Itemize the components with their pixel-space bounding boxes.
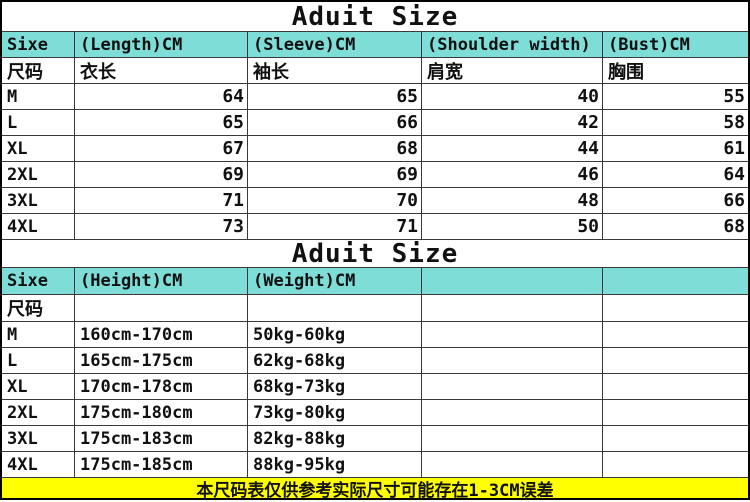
size-label-cell: L [2,110,75,136]
table-cell-empty [75,295,248,322]
table1-header-bust: (Bust)CM [603,32,748,58]
size-label-cell: M [2,84,75,110]
table-cell: 73kg-80kg [248,400,422,426]
table1-cn-header-length: 衣长 [75,58,248,84]
size-label-cell: XL [2,374,75,400]
table-cell: 73 [75,214,248,240]
table-cell: 88kg-95kg [248,452,422,478]
table-cell: 175cm-185cm [75,452,248,478]
table-cell: 66 [248,110,422,136]
table-cell: 42 [422,110,603,136]
size-label-cell: XL [2,136,75,162]
table-cell: 68 [603,214,748,240]
table-cell: 50 [422,214,603,240]
table-cell: 64 [75,84,248,110]
table2-header-empty [422,268,603,295]
table2-cn-header-size: 尺码 [2,295,75,322]
table-cell: 68 [248,136,422,162]
table-cell-empty [603,426,748,452]
table-cell-empty [422,322,603,348]
table-cell: 44 [422,136,603,162]
table-cell: 50kg-60kg [248,322,422,348]
table-cell-empty [422,348,603,374]
table1-cn-header-sleeve: 袖长 [248,58,422,84]
table-cell-empty [422,295,603,322]
table-cell: 55 [603,84,748,110]
table-cell: 48 [422,188,603,214]
table1-header-sleeve: (Sleeve)CM [248,32,422,58]
table-cell-empty [603,452,748,478]
table-cell: 82kg-88kg [248,426,422,452]
table1-header-sixe: Sixe [2,32,75,58]
table-cell: 160cm-170cm [75,322,248,348]
table-cell: 61 [603,136,748,162]
table-cell: 165cm-175cm [75,348,248,374]
size-label-cell: L [2,348,75,374]
table-cell: 40 [422,84,603,110]
size-label-cell: M [2,322,75,348]
table-cell-empty [603,400,748,426]
size-label-cell: 2XL [2,400,75,426]
table-cell-empty [248,295,422,322]
table-cell-empty [422,374,603,400]
table-cell: 46 [422,162,603,188]
table2-header-sixe: Sixe [2,268,75,295]
table-cell: 175cm-180cm [75,400,248,426]
table-cell-empty [422,400,603,426]
table1-cn-header-shoulder: 肩宽 [422,58,603,84]
table1-header-length: (Length)CM [75,32,248,58]
size-label-cell: 3XL [2,426,75,452]
table2-title: Aduit Size [2,240,748,268]
size-label-cell: 4XL [2,214,75,240]
size-label-cell: 2XL [2,162,75,188]
table1-title: Aduit Size [2,2,748,32]
table-cell: 69 [248,162,422,188]
table1-header-shoulder: (Shoulder width) [422,32,603,58]
table1-cn-header-bust: 胸围 [603,58,748,84]
table-cell: 175cm-183cm [75,426,248,452]
table-cell: 69 [75,162,248,188]
table-cell: 170cm-178cm [75,374,248,400]
table-cell-empty [603,374,748,400]
table2-header-empty [603,268,748,295]
table-cell: 68kg-73kg [248,374,422,400]
table-cell: 66 [603,188,748,214]
table-cell-empty [422,452,603,478]
table-cell-empty [603,295,748,322]
table1-cn-header-size: 尺码 [2,58,75,84]
table-cell: 70 [248,188,422,214]
table-cell: 65 [75,110,248,136]
size-label-cell: 4XL [2,452,75,478]
table-cell-empty [603,322,748,348]
table-cell: 62kg-68kg [248,348,422,374]
table-cell: 65 [248,84,422,110]
table-cell: 71 [248,214,422,240]
size-label-cell: 3XL [2,188,75,214]
table-cell-empty [422,426,603,452]
table-cell: 67 [75,136,248,162]
table-cell: 71 [75,188,248,214]
table-cell: 64 [603,162,748,188]
table-cell-empty [603,348,748,374]
disclaimer-bar: 本尺码表仅供参考实际尺寸可能存在1-3CM误差 [2,478,748,498]
table-cell: 58 [603,110,748,136]
table2-header-height: (Height)CM [75,268,248,295]
table2-header-weight: (Weight)CM [248,268,422,295]
